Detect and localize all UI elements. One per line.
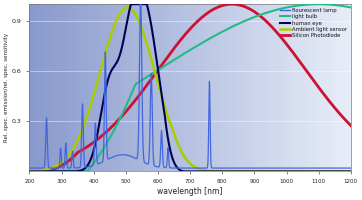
Y-axis label: Rel. spec. emission/rel. spec. sensitivity: Rel. spec. emission/rel. spec. sensitivi… [4, 33, 9, 142]
Legend: flourescent lamp, light bulb, human eye, Ambient light sensor, Silicon Photodiod: flourescent lamp, light bulb, human eye,… [279, 7, 348, 39]
X-axis label: wavelength [nm]: wavelength [nm] [157, 187, 223, 196]
